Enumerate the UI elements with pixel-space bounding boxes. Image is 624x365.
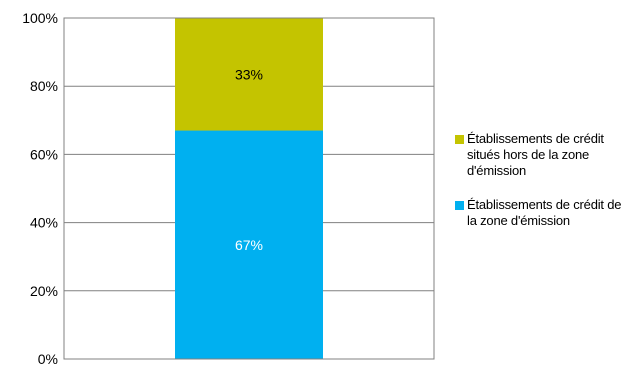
legend: Établissements de crédit situés hors de … <box>455 131 624 247</box>
legend-item-outside-zone: Établissements de crédit situés hors de … <box>455 131 624 179</box>
legend-swatch-outside-zone <box>455 135 464 144</box>
y-tick-label: 60% <box>30 146 58 162</box>
y-tick-label: 20% <box>30 283 58 299</box>
legend-swatch-inside-zone <box>455 201 464 210</box>
bars: 67% 33% <box>175 18 323 359</box>
bar-segment-inside-zone <box>175 130 323 359</box>
bar-segment-outside-zone <box>175 18 323 131</box>
y-axis-tick-labels: 0% 20% 40% 60% 80% 100% <box>22 10 58 365</box>
plot-area-frame <box>63 17 435 360</box>
data-label-inside-zone: 67% <box>235 237 263 253</box>
legend-label-outside-zone: Établissements de crédit situés hors de … <box>467 131 604 178</box>
legend-label-inside-zone: Établissements de crédit de la zone d'ém… <box>467 197 622 228</box>
legend-item-inside-zone: Établissements de crédit de la zone d'ém… <box>455 197 624 229</box>
y-tick-label: 40% <box>30 215 58 231</box>
y-tick-label: 100% <box>22 10 58 26</box>
data-label-outside-zone: 33% <box>235 66 263 82</box>
y-tick-label: 0% <box>38 351 58 365</box>
y-tick-label: 80% <box>30 78 58 94</box>
